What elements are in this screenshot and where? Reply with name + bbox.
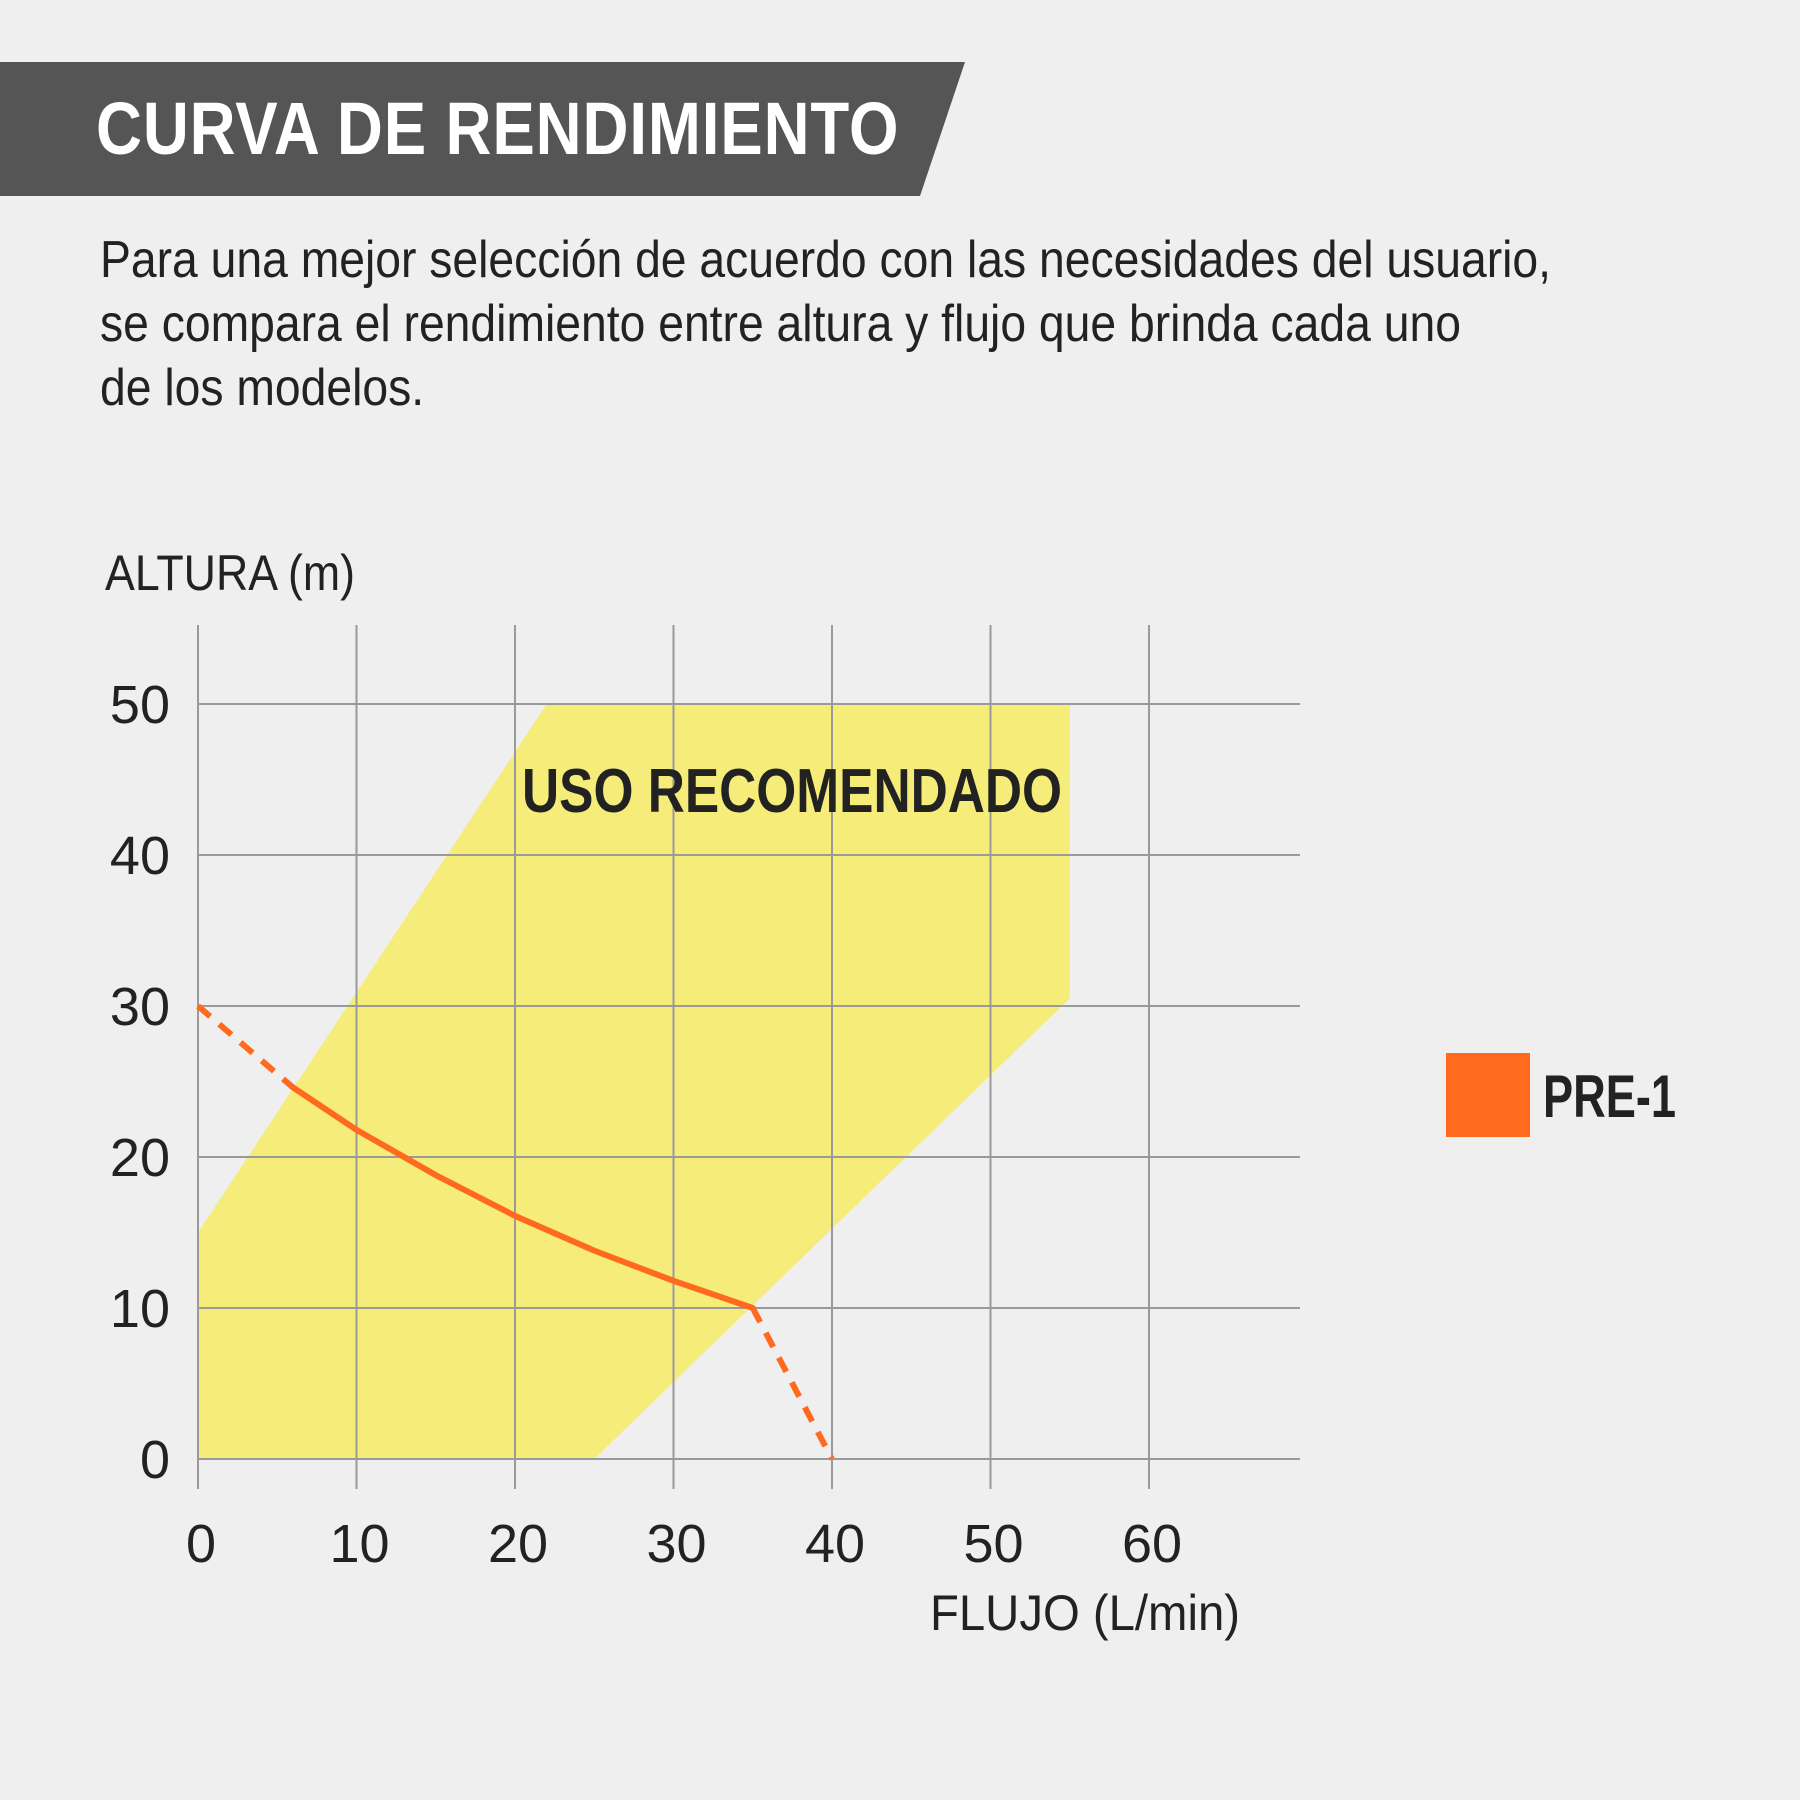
description-line: se compara el rendimiento entre altura y… [100,295,1461,353]
series-layer [196,1003,835,1461]
series-pre-1-dashed-end [750,1306,835,1461]
legend: PRE-1 [1446,1053,1676,1137]
x-tick-label: 20 [488,1514,548,1574]
legend-swatch-pre-1 [1446,1053,1530,1137]
x-tick-label: 60 [1122,1514,1182,1574]
x-tick-label: 10 [329,1514,389,1574]
description-line: Para una mejor selección de acuerdo con … [100,231,1552,289]
y-tick-label: 40 [110,826,170,886]
x-tick-label: 40 [805,1514,865,1574]
series-pre-1-dashed-start [196,1003,296,1090]
x-tick-label: 0 [186,1514,216,1574]
title-band [0,62,965,196]
y-tick-label: 10 [110,1279,170,1339]
description-paragraph: Para una mejor selección de acuerdo con … [100,228,1552,420]
legend-label-pre-1: PRE-1 [1543,1063,1676,1130]
y-tick-label: 20 [110,1128,170,1188]
recommended-zone-layer [198,704,1070,1459]
y-tick-label: 30 [110,977,170,1037]
recommended-zone-area [198,704,1070,1459]
tick-labels-layer: 0 10 20 30 40 50 60 0 10 20 30 40 50 [110,675,1182,1574]
page-title: CURVA DE RENDIMIENTO [96,87,900,170]
title-band-shape [0,62,965,196]
x-axis-label: FLUJO (L/min) [930,1585,1240,1641]
x-tick-label: 50 [963,1514,1023,1574]
x-tick-label: 30 [646,1514,706,1574]
description-line: de los modelos. [100,359,425,417]
series-pre-1-line [290,1084,756,1311]
recommended-zone-label: USO RECOMENDADO [522,757,1062,826]
y-axis-label: ALTURA (m) [105,545,355,601]
y-tick-label: 0 [140,1430,170,1490]
y-tick-label: 50 [110,675,170,735]
